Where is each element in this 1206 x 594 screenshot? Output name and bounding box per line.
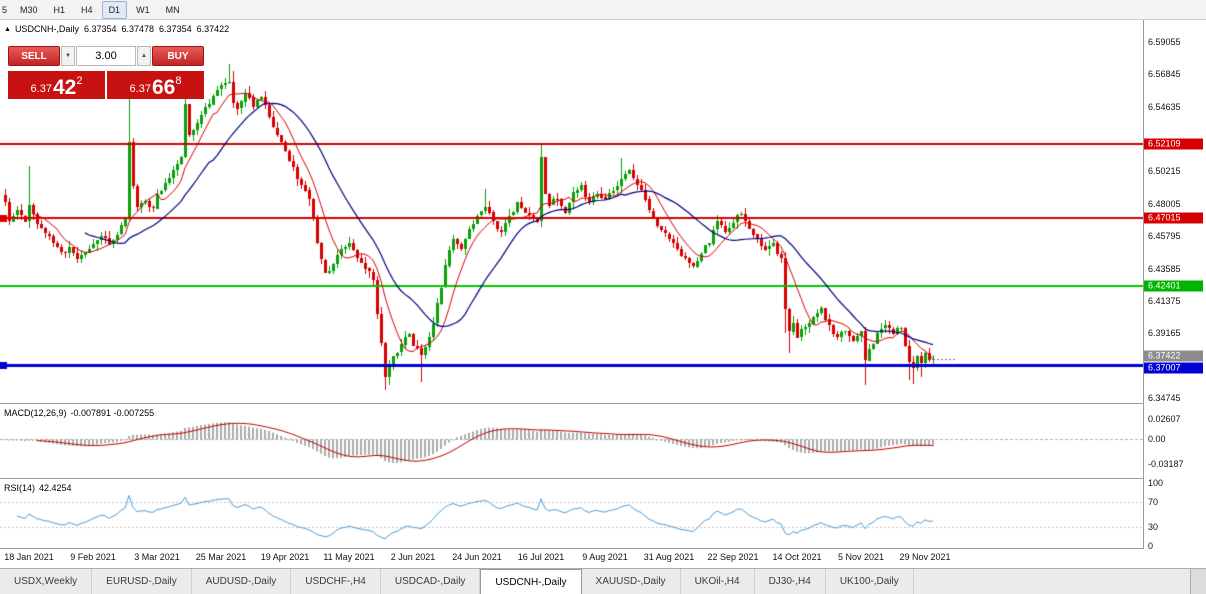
macd-canvas[interactable]: [0, 404, 1144, 478]
rsi-axis-label: 30: [1148, 522, 1159, 533]
volume-increase-button[interactable]: ▲: [137, 46, 151, 66]
chart-tab-bar: USDX,Weekly EURUSD-,Daily AUDUSD-,Daily USD…: [0, 568, 1206, 594]
time-axis-label: 25 Mar 2021: [195, 552, 247, 562]
macd-values: -0.007891 -0.007255: [70, 408, 155, 418]
ask-price-pip-digit: 8: [175, 75, 182, 87]
macd-axis-label: 0.00: [1148, 434, 1166, 445]
price-axis-label: 6.59055: [1148, 37, 1181, 47]
ask-price-prefix: 6.37: [129, 83, 151, 95]
chart-tab-usdx-weekly[interactable]: USDX,Weekly: [0, 569, 93, 594]
time-axis-label: 18 Jan 2021: [4, 552, 54, 562]
buy-button[interactable]: BUY: [152, 46, 204, 66]
time-axis-label: 19 Apr 2021: [260, 552, 310, 562]
time-axis-separator: [0, 548, 1206, 549]
chart-title: ▲ USDCNH-,Daily 6.37354 6.37478 6.37354 …: [4, 24, 229, 34]
price-axis-label: 6.39165: [1148, 328, 1181, 339]
timeframe-button-h4[interactable]: H4: [81, 4, 93, 15]
time-axis-label: 9 Aug 2021: [582, 552, 628, 562]
sell-quote-button[interactable]: 6.37 42 2: [8, 71, 105, 99]
price-level-badge: 6.52109: [1144, 138, 1203, 150]
price-axis-separator: [1143, 20, 1144, 548]
timeframe-button-h1[interactable]: H1: [53, 4, 66, 15]
time-axis-label: 24 Jun 2021: [452, 552, 502, 562]
price-axis-label: 6.43585: [1148, 263, 1181, 274]
price-axis-label: 6.34745: [1148, 393, 1181, 403]
buy-quote-button[interactable]: 6.37 66 8: [107, 71, 204, 99]
macd-axis-label: -0.03187: [1148, 459, 1184, 469]
price-axis-label: 6.54635: [1148, 101, 1181, 112]
timeframe-button-mn[interactable]: MN: [165, 4, 180, 15]
price-axis[interactable]: 6.59055 6.56845 6.54635 6.50215 6.48005 6.457…: [1144, 20, 1206, 568]
rsi-value: 42.4254: [39, 483, 72, 493]
price-level-badge: 6.37422: [1144, 350, 1203, 362]
bid-price-pip-digit: 2: [76, 75, 83, 87]
timeframe-button-d1[interactable]: D1: [101, 0, 128, 19]
time-axis-label: 16 Jul 2021: [517, 552, 565, 562]
rsi-axis-label: 100: [1148, 478, 1164, 488]
time-axis-label: 3 Mar 2021: [134, 552, 180, 562]
macd-axis-label: 0.02607: [1148, 414, 1181, 424]
rsi-canvas[interactable]: [0, 479, 1144, 548]
sell-button[interactable]: SELL: [8, 46, 60, 66]
chart-symbol-period: USDCNH-,Daily: [14, 24, 79, 34]
rsi-axis-label: 0: [1148, 541, 1154, 551]
rsi-axis-label: 70: [1148, 496, 1159, 507]
chart-tab-usdcnh-daily[interactable]: USDCNH-,Daily: [480, 569, 582, 594]
price-level-badge: 6.47015: [1144, 212, 1203, 224]
window-resize-grip[interactable]: [1190, 569, 1206, 594]
time-axis-label: 29 Nov 2021: [899, 552, 951, 562]
timeframe-toolbar: 5 M30 H1 H4 D1 W1 MN: [0, 0, 1206, 20]
ohlc-low: 6.37354: [159, 24, 192, 34]
time-axis-label: 31 Aug 2021: [643, 552, 695, 562]
time-axis-label: 9 Feb 2021: [70, 552, 116, 562]
rsi-title: RSI(14): [4, 483, 36, 493]
bid-price-big-digits: 42: [52, 76, 77, 99]
chart-tab-dj30-h4[interactable]: DJ30-,H4: [754, 569, 826, 594]
volume-input[interactable]: 3.00: [76, 46, 136, 66]
price-level-badge: 6.37007: [1144, 362, 1203, 374]
timeframe-button-w1[interactable]: W1: [136, 4, 150, 15]
price-level-badge: 6.42401: [1144, 280, 1203, 292]
rsi-label: RSI(14) 42.4254: [4, 483, 76, 493]
ask-price-big-digits: 66: [151, 76, 176, 99]
price-axis-label: 6.56845: [1148, 69, 1181, 80]
time-axis[interactable]: 18 Jan 2021 9 Feb 2021 3 Mar 2021 25 Mar 20…: [0, 548, 1144, 568]
price-axis-label: 6.48005: [1148, 198, 1181, 209]
price-axis-label: 6.45795: [1148, 231, 1181, 242]
ohlc-open: 6.37354: [83, 24, 117, 34]
chart-tab-eurusd-daily[interactable]: EURUSD-,Daily: [92, 569, 192, 594]
price-axis-label: 6.41375: [1148, 295, 1181, 306]
timeframe-button-m30[interactable]: M30: [20, 4, 38, 15]
macd-title: MACD(12,26,9): [4, 408, 67, 418]
macd-label: MACD(12,26,9) -0.007891 -0.007255: [4, 408, 158, 418]
price-axis-label: 6.50215: [1148, 166, 1181, 177]
time-axis-label: 22 Sep 2021: [707, 552, 759, 562]
time-axis-label: 5 Nov 2021: [837, 552, 885, 562]
rsi-panel-separator[interactable]: [0, 478, 1206, 479]
chart-tab-audusd-daily[interactable]: AUDUSD-,Daily: [191, 569, 292, 594]
chart-tab-xauusd-daily[interactable]: XAUUSD-,Daily: [581, 569, 681, 594]
ohlc-high: 6.37478: [121, 24, 155, 34]
volume-decrease-button[interactable]: ▼: [61, 46, 75, 66]
chart-tab-ukoil-h4[interactable]: UKOil-,H4: [680, 569, 755, 594]
chart-tab-usdchf-h4[interactable]: USDCHF-,H4: [291, 569, 381, 594]
time-axis-label: 14 Oct 2021: [772, 552, 822, 562]
ohlc-close: 6.37422: [196, 24, 230, 34]
bid-price-prefix: 6.37: [30, 83, 52, 95]
chart-tab-uk100-daily[interactable]: UK100-,Daily: [825, 569, 914, 594]
collapse-panel-icon[interactable]: ▲: [4, 25, 11, 33]
timeframe-button-5[interactable]: 5: [2, 4, 8, 15]
time-axis-label: 2 Jun 2021: [390, 552, 436, 562]
time-axis-label: 11 May 2021: [323, 552, 375, 562]
one-click-trading-panel: SELL ▼ 3.00 ▲ BUY 6.37 42 2 6.37 66 8: [8, 46, 204, 99]
macd-panel-separator[interactable]: [0, 403, 1206, 404]
chart-window: ▲ USDCNH-,Daily 6.37354 6.37478 6.37354 …: [0, 20, 1206, 568]
chart-tab-usdcad-daily[interactable]: USDCAD-,Daily: [380, 569, 481, 594]
